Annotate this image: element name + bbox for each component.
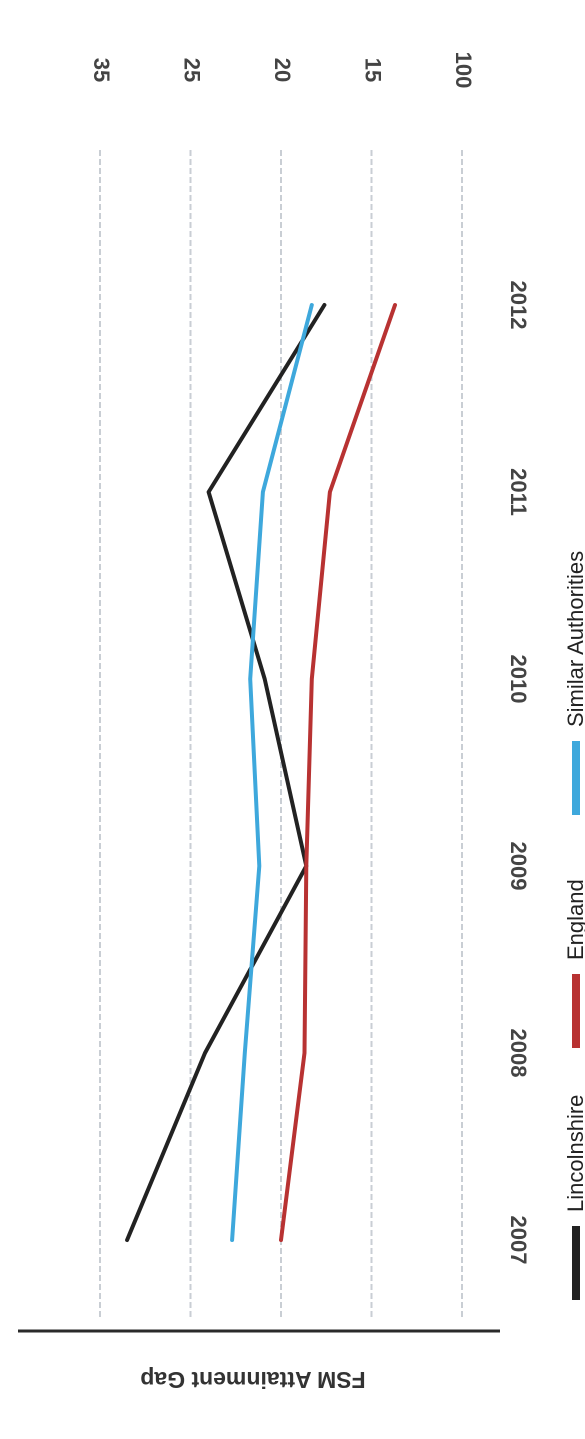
series-line-similar-authorities bbox=[230, 303, 314, 1242]
x-tick-labels: 2007 2008 2009 2010 2011 2012 bbox=[506, 281, 531, 1265]
series-lines bbox=[125, 303, 397, 1242]
series-line-lincolnshire bbox=[125, 303, 327, 1242]
y-tick-labels: 100 15 20 25 35 bbox=[89, 52, 476, 89]
y-axis-title: FSM Attainment Gap bbox=[140, 1367, 365, 1393]
legend-swatch-similar-authorities bbox=[572, 741, 580, 815]
legend-label-lincolnshire: Lincolnshire bbox=[563, 1095, 585, 1212]
legend-swatch-lincolnshire bbox=[572, 1226, 580, 1300]
y-tick-label: 20 bbox=[270, 58, 295, 82]
legend: Lincolnshire England Similar Authorities bbox=[563, 551, 585, 1300]
legend-swatch-england bbox=[572, 974, 580, 1048]
y-tick-label: 100 bbox=[451, 52, 476, 89]
x-tick-label: 2009 bbox=[506, 842, 531, 891]
gridlines bbox=[99, 150, 463, 1320]
legend-label-england: England bbox=[563, 879, 585, 960]
series-line-england bbox=[279, 303, 397, 1242]
x-tick-label: 2010 bbox=[506, 655, 531, 704]
y-tick-label: 25 bbox=[180, 58, 205, 82]
legend-label-similar-authorities: Similar Authorities bbox=[563, 551, 585, 727]
y-tick-label: 35 bbox=[89, 58, 114, 82]
x-tick-label: 2008 bbox=[506, 1029, 531, 1078]
x-tick-label: 2012 bbox=[506, 281, 531, 330]
x-tick-label: 2011 bbox=[506, 468, 531, 516]
x-tick-label: 2007 bbox=[506, 1216, 531, 1265]
y-tick-label: 15 bbox=[361, 58, 386, 82]
